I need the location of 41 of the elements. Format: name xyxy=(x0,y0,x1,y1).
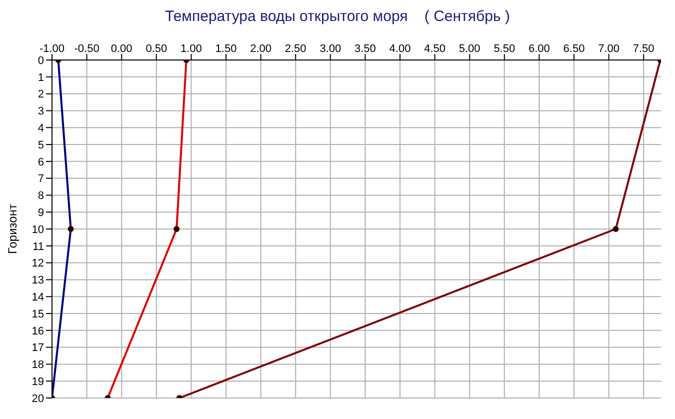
x-tick-label: 4.50 xyxy=(424,43,446,55)
x-tick-label: -0.50 xyxy=(74,43,100,55)
y-tick-label: 17 xyxy=(32,342,44,354)
y-tick-label: 3 xyxy=(38,106,44,118)
x-tick-label: 1.50 xyxy=(215,43,237,55)
x-tick-label: 7.00 xyxy=(598,43,620,55)
x-tick-label: 4.00 xyxy=(389,43,411,55)
y-tick-label: 14 xyxy=(32,292,44,304)
y-tick-label: 7 xyxy=(38,173,44,186)
x-tick-label: 6.00 xyxy=(528,43,550,55)
y-tick-label: 15 xyxy=(32,308,44,320)
chart-title: Температура воды открытого моря ( Сентябрь ) xyxy=(164,8,511,27)
y-tick-label: 19 xyxy=(32,376,44,388)
x-tick-label: 2.00 xyxy=(250,43,272,55)
y-tick-label: 9 xyxy=(38,207,44,220)
y-tick-label: 11 xyxy=(32,240,44,253)
x-tick-label: 2.50 xyxy=(284,43,306,55)
x-tick-label: 1.00 xyxy=(180,43,202,55)
y-axis-title: Горизонт xyxy=(5,204,20,254)
y-tick-label: 12 xyxy=(32,258,44,270)
y-tick-label: 0 xyxy=(38,54,44,67)
y-tick-label: 2 xyxy=(38,88,44,101)
y-tick-label: 5 xyxy=(38,139,44,152)
y-tick-label: 1 xyxy=(38,72,44,84)
y-tick-label: 6 xyxy=(38,156,44,168)
x-tick-label: -1.00 xyxy=(39,43,65,55)
x-tick-label: 5.00 xyxy=(458,43,480,55)
y-tick-label: 13 xyxy=(32,274,44,287)
x-tick-label: 7.50 xyxy=(632,43,654,55)
y-tick-label: 20 xyxy=(32,392,44,405)
y-tick-label: 18 xyxy=(32,359,44,372)
x-tick-label: 0.00 xyxy=(110,43,132,55)
x-tick-label: 3.00 xyxy=(320,43,342,55)
y-tick-label: 8 xyxy=(38,190,44,202)
y-tick-label: 4 xyxy=(38,122,44,135)
x-tick-label: 5.50 xyxy=(494,43,516,55)
x-tick-label: 0.50 xyxy=(146,43,168,55)
x-tick-label: 6.50 xyxy=(563,43,585,55)
y-tick-label: 10 xyxy=(32,224,44,236)
y-tick-label: 16 xyxy=(32,325,44,338)
x-tick-label: 3.50 xyxy=(354,43,376,55)
